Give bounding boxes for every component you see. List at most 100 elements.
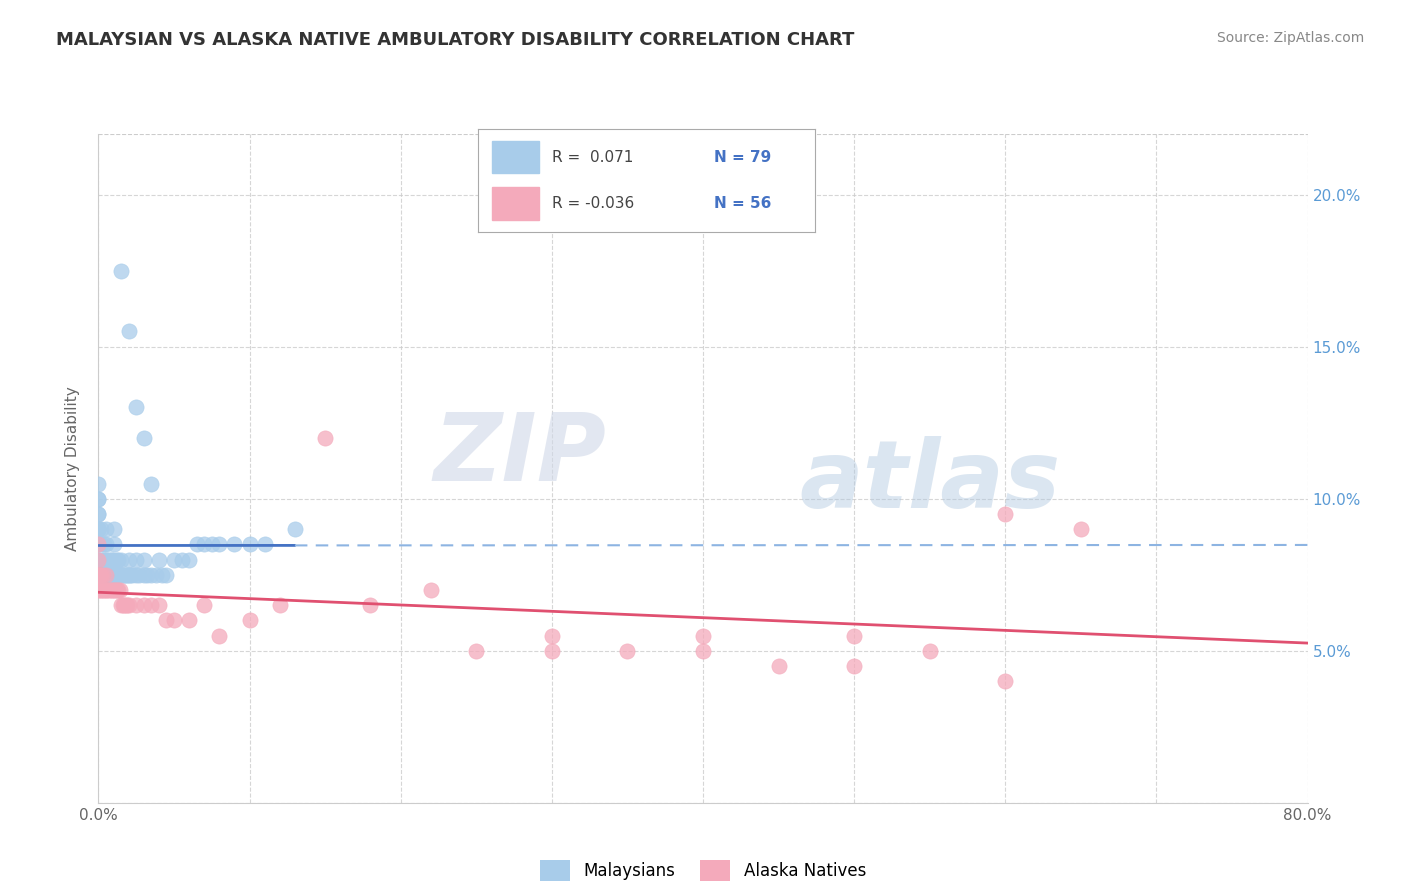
Point xyxy=(128,567,150,582)
Point xyxy=(91,567,114,582)
Point xyxy=(186,537,208,551)
Point xyxy=(125,401,148,415)
Point xyxy=(91,552,114,566)
Point xyxy=(94,522,117,536)
Point xyxy=(170,552,193,566)
Y-axis label: Ambulatory Disability: Ambulatory Disability xyxy=(65,386,80,550)
Point xyxy=(87,552,110,566)
Point xyxy=(107,552,129,566)
Point xyxy=(201,537,224,551)
Text: N = 79: N = 79 xyxy=(714,150,772,164)
Point xyxy=(420,582,443,597)
Point xyxy=(148,598,170,612)
Point xyxy=(121,567,143,582)
Point xyxy=(103,537,125,551)
Point xyxy=(193,537,215,551)
Point xyxy=(91,582,114,597)
Point xyxy=(125,598,148,612)
Point xyxy=(90,522,112,536)
Point xyxy=(87,476,110,491)
Point xyxy=(94,567,117,582)
Point xyxy=(844,628,866,642)
Point xyxy=(115,598,138,612)
Bar xyxy=(492,141,538,173)
Point xyxy=(87,552,110,566)
Point xyxy=(132,598,155,612)
Point xyxy=(87,522,110,536)
Point xyxy=(90,582,112,597)
Point xyxy=(118,552,141,566)
Text: N = 56: N = 56 xyxy=(714,195,772,211)
Point xyxy=(96,582,118,597)
Point xyxy=(101,582,124,597)
Point xyxy=(87,537,110,551)
Point xyxy=(115,567,138,582)
Point xyxy=(87,507,110,521)
Point xyxy=(284,522,307,536)
Point xyxy=(155,613,177,627)
Point xyxy=(540,644,562,658)
Point xyxy=(105,567,128,582)
Point xyxy=(118,598,141,612)
Point xyxy=(111,567,134,582)
Point xyxy=(114,567,136,582)
Point xyxy=(100,567,122,582)
Point xyxy=(269,598,291,612)
Point xyxy=(107,567,129,582)
Point xyxy=(141,476,163,491)
Point xyxy=(108,567,131,582)
Point xyxy=(87,567,110,582)
Point xyxy=(155,567,177,582)
Point xyxy=(105,582,128,597)
Point xyxy=(87,537,110,551)
Point xyxy=(179,552,201,566)
Point xyxy=(96,552,118,566)
Point xyxy=(110,263,132,277)
Point xyxy=(111,598,134,612)
Text: R =  0.071: R = 0.071 xyxy=(553,150,634,164)
Point xyxy=(994,507,1017,521)
Point xyxy=(844,659,866,673)
Point xyxy=(103,522,125,536)
Point xyxy=(253,537,276,551)
Point xyxy=(163,613,186,627)
Text: R = -0.036: R = -0.036 xyxy=(553,195,634,211)
Point xyxy=(87,491,110,506)
Point xyxy=(193,598,215,612)
Point xyxy=(93,582,115,597)
Point xyxy=(87,567,110,582)
Text: MALAYSIAN VS ALASKA NATIVE AMBULATORY DISABILITY CORRELATION CHART: MALAYSIAN VS ALASKA NATIVE AMBULATORY DI… xyxy=(56,31,855,49)
Legend: Malaysians, Alaska Natives: Malaysians, Alaska Natives xyxy=(533,854,873,888)
Point xyxy=(100,552,122,566)
Point xyxy=(87,582,110,597)
Point xyxy=(110,567,132,582)
Point xyxy=(768,659,790,673)
Point xyxy=(239,537,262,551)
Point xyxy=(98,567,121,582)
Point xyxy=(87,552,110,566)
Point xyxy=(616,644,638,658)
Point xyxy=(994,674,1017,689)
Point xyxy=(145,567,167,582)
Point xyxy=(104,582,127,597)
Point xyxy=(101,567,124,582)
Point xyxy=(105,552,128,566)
Point xyxy=(103,552,125,566)
Point xyxy=(120,567,142,582)
Point xyxy=(87,567,110,582)
Point xyxy=(135,567,157,582)
Point xyxy=(90,537,112,551)
Text: ZIP: ZIP xyxy=(433,409,606,501)
Point xyxy=(87,507,110,521)
Point xyxy=(118,567,141,582)
Text: Source: ZipAtlas.com: Source: ZipAtlas.com xyxy=(1216,31,1364,45)
Point xyxy=(91,567,114,582)
Point xyxy=(132,567,155,582)
Point xyxy=(239,613,262,627)
Point xyxy=(110,598,132,612)
Point xyxy=(112,567,135,582)
Point xyxy=(692,644,714,658)
Point xyxy=(224,537,246,551)
Point xyxy=(150,567,173,582)
Point xyxy=(208,537,231,551)
